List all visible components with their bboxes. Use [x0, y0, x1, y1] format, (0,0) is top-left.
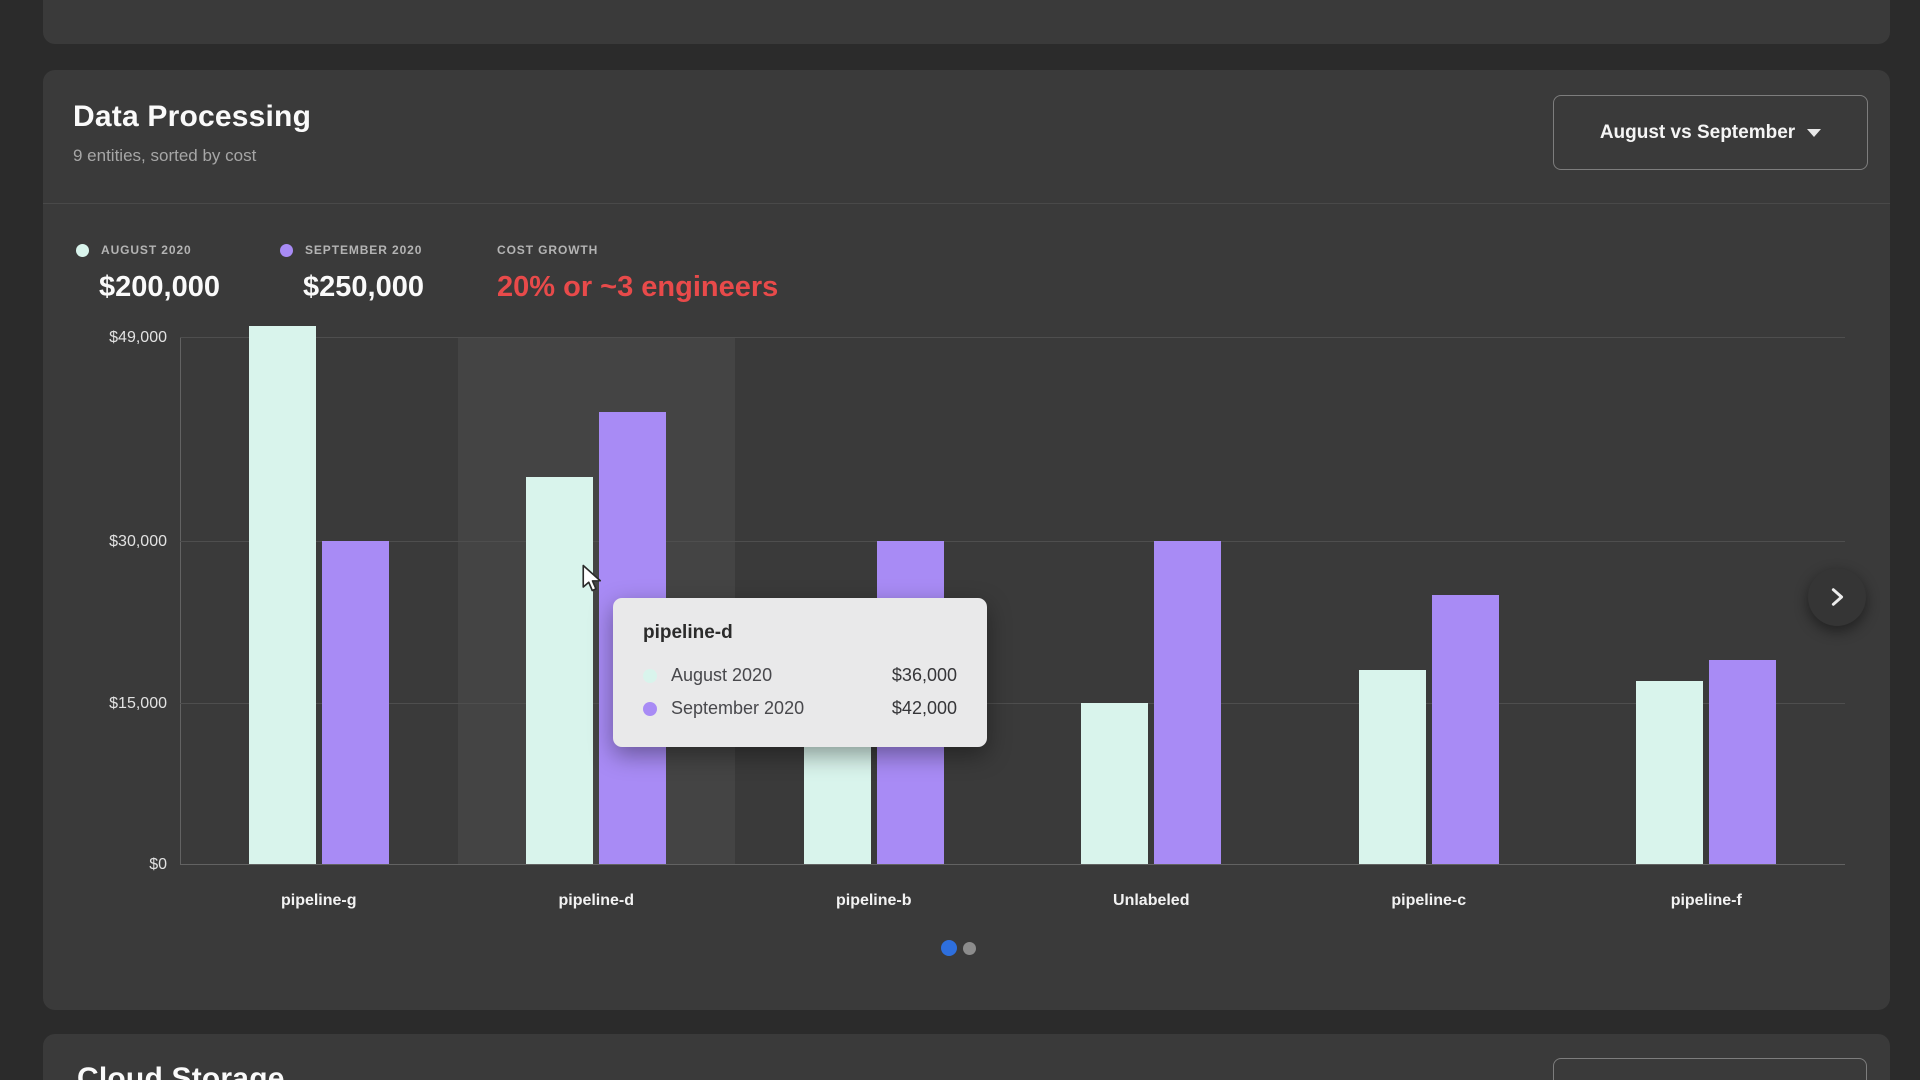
y-axis-line [180, 338, 181, 865]
y-axis-tick-label: $0 [149, 856, 167, 873]
bar-september [321, 541, 389, 864]
bar-august [1636, 681, 1704, 864]
stat-value: $200,000 [99, 271, 220, 303]
cost-growth-value: 20% or ~3 engineers [497, 271, 779, 303]
tooltip-title: pipeline-d [643, 622, 733, 643]
x-axis-category-label: pipeline-f [1670, 892, 1742, 909]
x-axis-category-label: Unlabeled [1113, 892, 1190, 909]
card-title: Data Processing [73, 100, 312, 133]
stat-cost-growth: COST GROWTH 20% or ~3 engineers [497, 242, 778, 304]
tooltip-series-label: August 2020 [671, 665, 773, 685]
tooltip-series-swatch [643, 668, 657, 683]
stat-august: AUGUST 2020 $200,000 [76, 242, 220, 304]
stat-label: SEPTEMBER 2020 [305, 243, 423, 257]
y-axis-tick-label: $15,000 [109, 694, 167, 712]
chevron-right-icon [1831, 588, 1844, 606]
mouse-cursor [582, 564, 602, 592]
carousel-pager [941, 940, 976, 956]
cloud-storage-card: Cloud Storage [43, 1034, 1890, 1080]
card-title: Cloud Storage [77, 1062, 285, 1080]
tooltip-series-label: September 2020 [671, 698, 805, 718]
august-legend-dot [76, 243, 89, 257]
stat-label: COST GROWTH [497, 243, 599, 257]
bar-august [1081, 702, 1149, 864]
bar-september [1431, 595, 1499, 864]
gridline [180, 702, 1845, 704]
bar-september [1154, 541, 1222, 864]
chevron-down-icon [1807, 128, 1822, 137]
tooltip-series-swatch [643, 701, 657, 716]
y-axis-tick-label: $49,000 [109, 329, 167, 346]
stat-september: SEPTEMBER 2020 $250,000 [280, 242, 424, 304]
data-processing-card: Data Processing 9 entities, sorted by co… [43, 70, 1890, 1010]
period-selector-label: August vs September [1599, 121, 1796, 143]
pager-dot-active[interactable] [941, 940, 957, 956]
september-legend-dot [280, 243, 293, 257]
carousel-next-button[interactable] [1808, 568, 1866, 626]
gridline [180, 337, 1845, 338]
bar-august [248, 326, 316, 864]
stat-value: $250,000 [303, 271, 424, 303]
pager-dot-inactive[interactable] [963, 941, 976, 955]
bar-august [526, 476, 594, 864]
gridline [180, 864, 1845, 865]
tooltip-series-value: $36,000 [891, 665, 957, 685]
tooltip-row: August 2020 $36,000 [643, 659, 957, 692]
tooltip-series-value: $42,000 [891, 698, 957, 718]
y-axis-tick-label: $30,000 [109, 533, 167, 551]
x-axis-category-label: pipeline-c [1391, 892, 1467, 909]
x-axis-category-label: pipeline-d [558, 892, 635, 909]
tooltip-row: September 2020 $42,000 [643, 692, 957, 725]
chart-tooltip: pipeline-d August 2020 $36,000 September 2… [613, 598, 987, 747]
tooltip-rows: August 2020 $36,000 September 2020 $42,000 [643, 659, 957, 725]
gridline [180, 541, 1845, 543]
stat-label: AUGUST 2020 [101, 243, 192, 257]
bar-august [1358, 670, 1426, 864]
period-selector-dropdown[interactable]: August vs September [1553, 95, 1868, 170]
header-divider [43, 203, 1890, 204]
bar-september [1709, 659, 1777, 864]
period-selector-dropdown[interactable] [1553, 1058, 1867, 1080]
previous-card-partial [43, 0, 1890, 44]
card-subtitle: 9 entities, sorted by cost [73, 146, 257, 165]
plot-area[interactable]: $0 $15,000 $30,000 $49,000 pipeline-g pipelin… [109, 320, 1845, 909]
x-axis-category-label: pipeline-g [280, 892, 357, 909]
x-axis-category-label: pipeline-b [835, 892, 912, 909]
